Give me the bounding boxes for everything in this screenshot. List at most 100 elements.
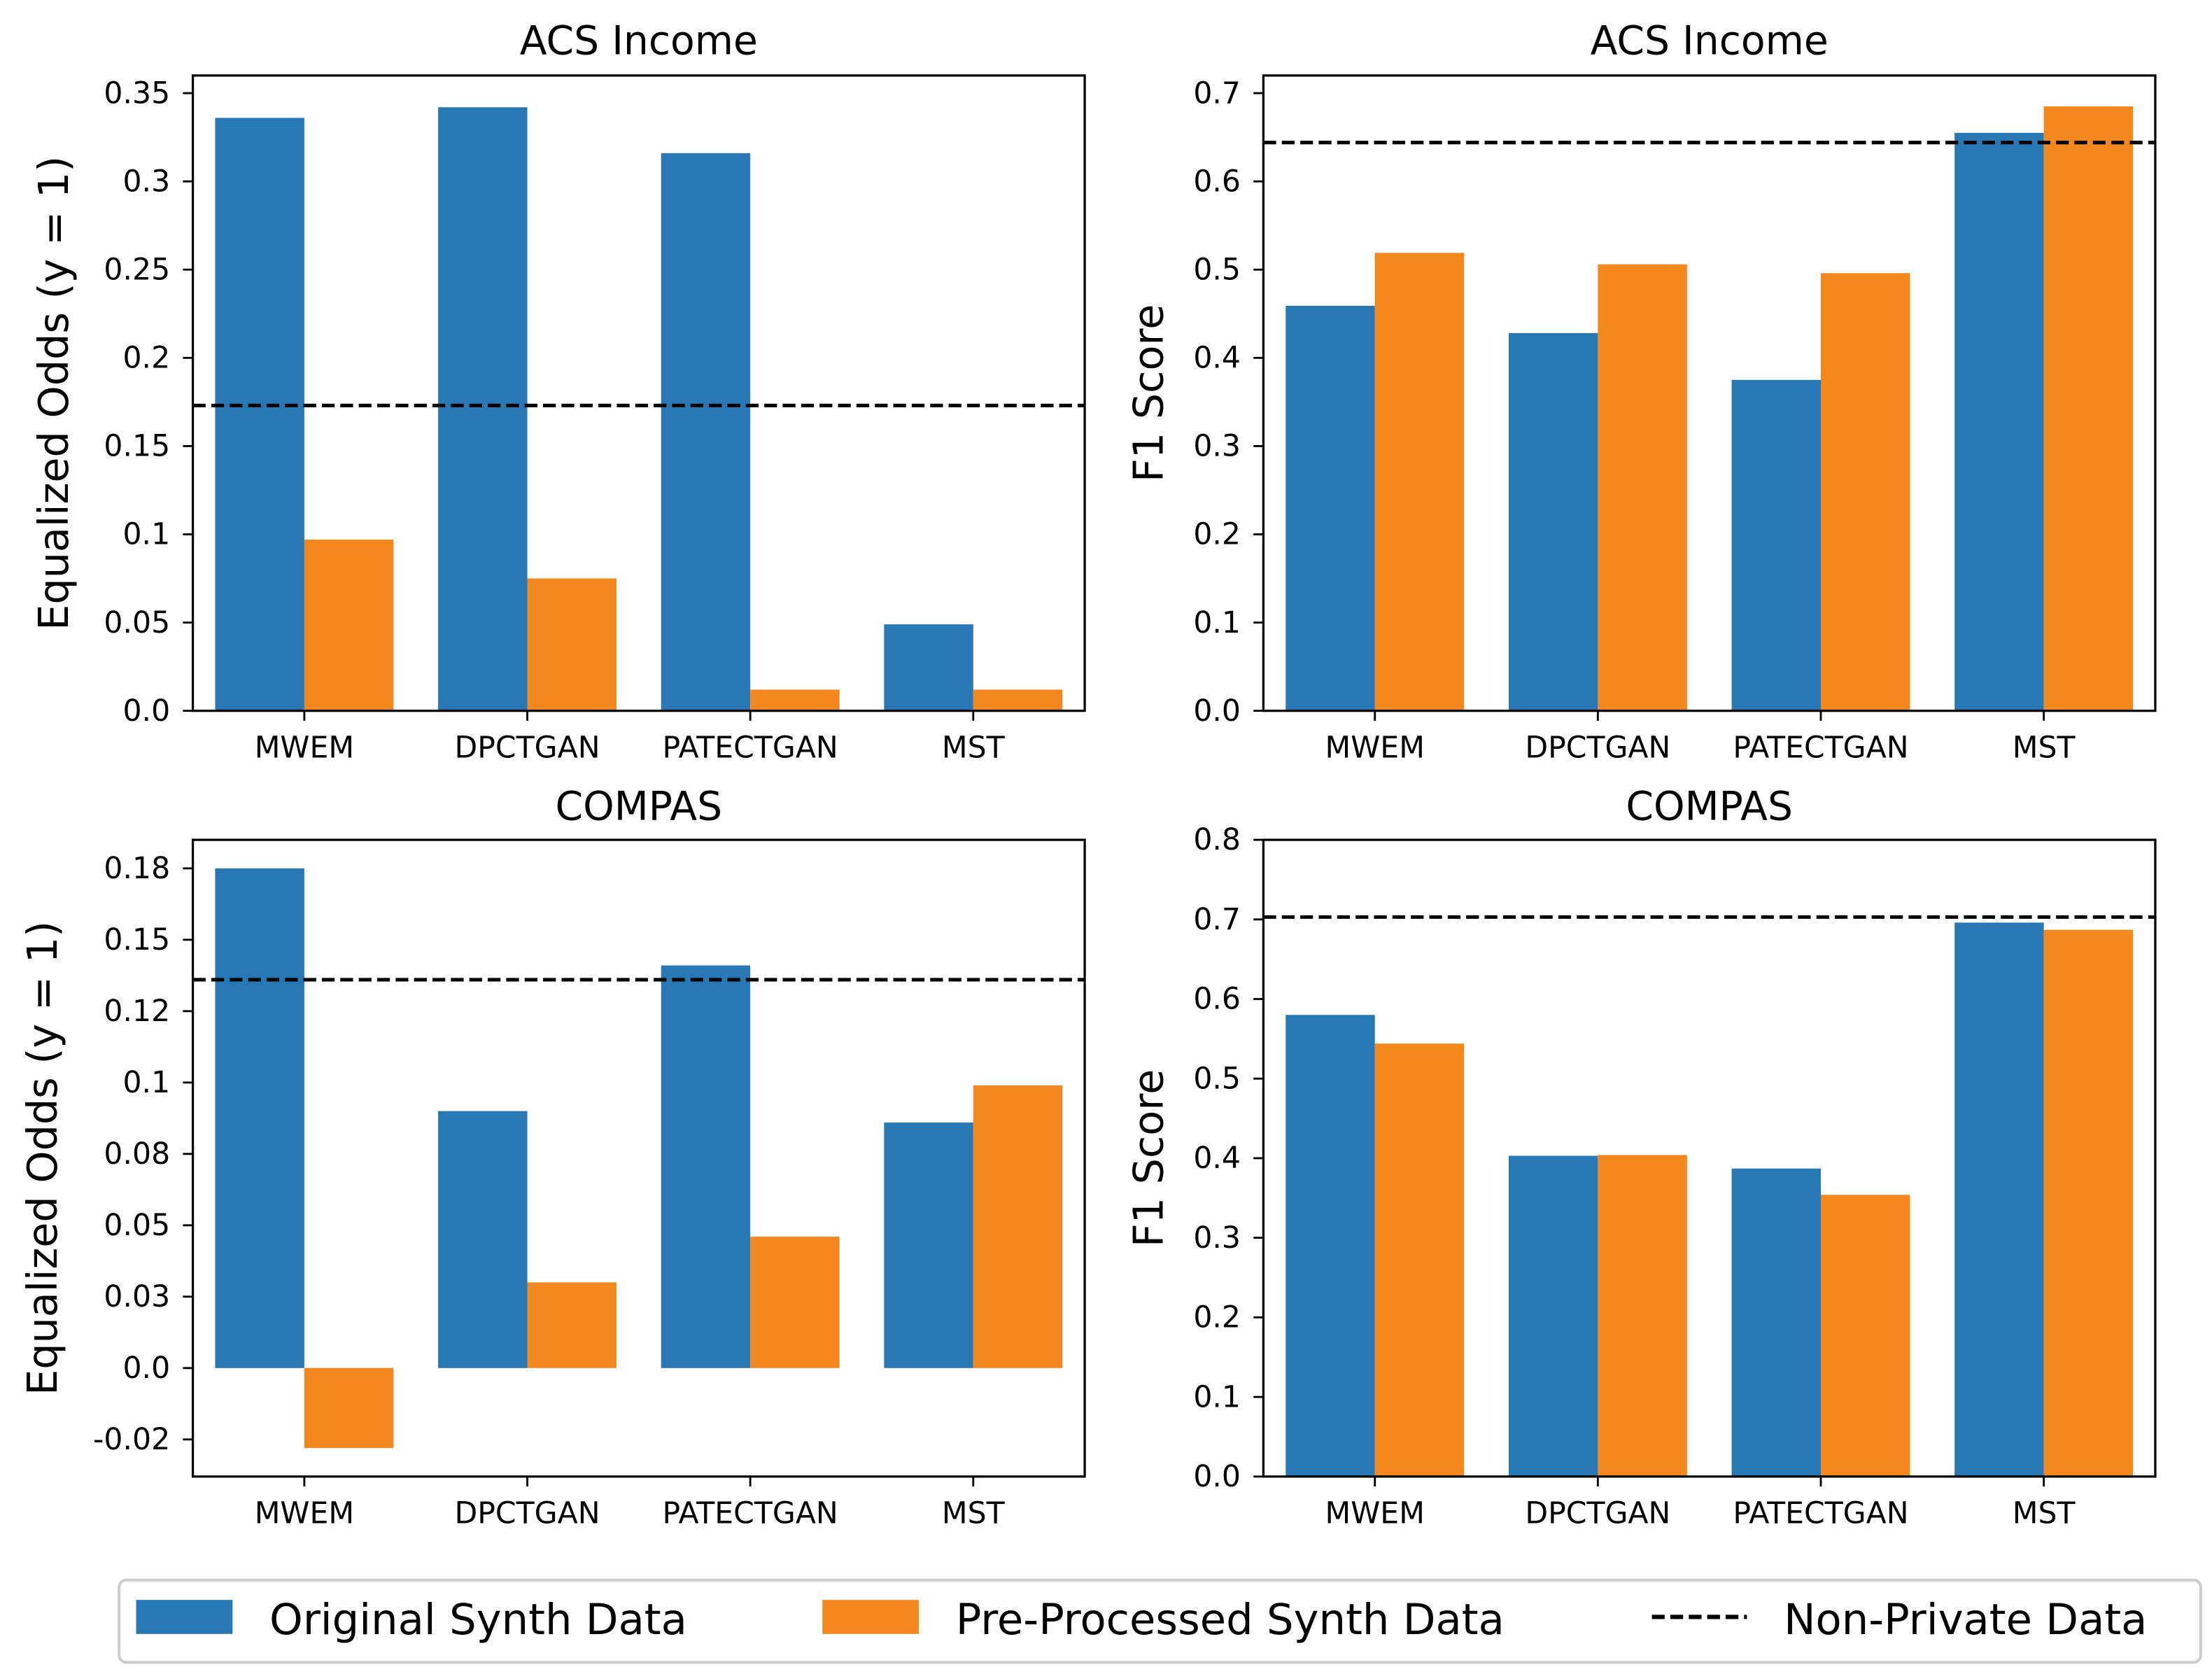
xtick-label-mwem: MWEM [255, 1497, 354, 1531]
ytick-label: 0.3 [122, 164, 170, 199]
bar-preprocessed-mst [973, 1085, 1063, 1368]
ytick-label: 0.3 [1193, 430, 1241, 464]
xtick-label-mst: MST [942, 1497, 1006, 1531]
xtick-label-dpctgan: DPCTGAN [1525, 1497, 1670, 1531]
panel-1: 0.0 0.05 0.1 0.15 0.2 0.25 0.3 0.35 MWEM DPCTGAN P… [29, 17, 1086, 766]
xtick-label-patectgan: PATECTGAN [1733, 1497, 1908, 1531]
xtick-label-patectgan: PATECTGAN [1733, 731, 1908, 766]
legend-label-preprocessed: Pre-Processed Synth Data [956, 1596, 1505, 1645]
bar-preprocessed-patectgan [750, 1237, 840, 1368]
bar-preprocessed-mwem [1374, 1043, 1465, 1477]
bar-original-patectgan [1731, 1168, 1821, 1477]
bar-preprocessed-mst [2043, 106, 2134, 711]
ytick-label: 0.18 [104, 852, 170, 886]
panel-4: 0.0 0.1 0.2 0.3 0.4 0.5 0.6 0.7 0.8 MWEM DPCTGAN PA… [1125, 784, 2157, 1531]
panel-title: COMPAS [1626, 784, 1793, 830]
bar-original-mwem [1285, 305, 1375, 711]
ytick-label: 0.0 [1193, 1460, 1241, 1494]
bar-preprocessed-dpctgan [527, 1282, 617, 1368]
y-axis-label: Equalized Odds (y = 1) [29, 156, 78, 631]
bar-original-mwem [215, 868, 304, 1368]
ytick-label: 0.2 [1193, 518, 1241, 552]
xtick-label-patectgan: PATECTGAN [663, 1497, 838, 1531]
xtick-label-dpctgan: DPCTGAN [455, 731, 600, 766]
ytick-label: 0.6 [1193, 164, 1241, 199]
xtick-label-mwem: MWEM [255, 731, 354, 766]
ytick-label: 0.5 [1193, 253, 1241, 287]
bar-preprocessed-mwem [304, 540, 394, 711]
ytick-label: 0.1 [122, 1066, 170, 1100]
axes-frame [191, 838, 1086, 1478]
ytick-label: 0.0 [122, 694, 170, 729]
ytick-label: 0.6 [1193, 983, 1241, 1017]
legend-frame [118, 1578, 2202, 1664]
ytick-label: 0.8 [1193, 823, 1241, 857]
bar-original-mwem [215, 118, 304, 711]
bar-original-patectgan [1731, 379, 1821, 711]
bar-preprocessed-patectgan [1820, 273, 1910, 711]
xtick-label-patectgan: PATECTGAN [663, 731, 838, 766]
panel-title: COMPAS [556, 784, 723, 830]
legend-patch-original [136, 1600, 233, 1634]
bar-original-dpctgan [438, 107, 528, 711]
bar-preprocessed-patectgan [1820, 1195, 1910, 1477]
ytick-label: -0.02 [93, 1423, 170, 1457]
legend: Original Synth Data Pre-Processed Synth … [118, 1578, 2202, 1664]
ytick-label: 0.2 [1193, 1301, 1241, 1335]
xtick-label-dpctgan: DPCTGAN [1525, 731, 1670, 766]
ytick-label: 0.15 [104, 430, 170, 464]
bar-preprocessed-patectgan [750, 689, 840, 711]
ytick-label: 0.7 [1193, 76, 1241, 111]
legend-patch-preprocessed [822, 1600, 920, 1634]
panel-title: ACS Income [520, 17, 758, 64]
ytick-label: 0.05 [104, 606, 170, 640]
axes-frame [191, 74, 1086, 712]
bar-original-dpctgan [438, 1111, 528, 1368]
bar-preprocessed-dpctgan [527, 578, 617, 711]
legend-label-nonprivate: Non-Private Data [1784, 1596, 2147, 1645]
xtick-label-mwem: MWEM [1325, 1497, 1425, 1531]
bar-original-patectgan [661, 153, 751, 711]
panel-2: 0.0 0.1 0.2 0.3 0.4 0.5 0.6 0.7 MWEM DPCTGAN PATEC… [1125, 17, 2157, 766]
bar-preprocessed-mwem [1374, 253, 1465, 711]
y-axis-label: Equalized Odds (y = 1) [18, 921, 66, 1395]
ytick-label: 0.08 [104, 1137, 170, 1172]
ytick-label: 0.0 [122, 1351, 170, 1386]
y-axis-label: F1 Score [1125, 1069, 1173, 1247]
ytick-label: 0.03 [104, 1280, 170, 1314]
ytick-label: 0.5 [1193, 1062, 1241, 1096]
xtick-label-dpctgan: DPCTGAN [455, 1497, 600, 1531]
bar-original-mwem [1285, 1015, 1375, 1477]
bar-preprocessed-dpctgan [1598, 264, 1687, 711]
bar-preprocessed-mwem [304, 1367, 394, 1449]
bar-preprocessed-mst [2043, 929, 2134, 1477]
bar-original-mst [884, 1122, 973, 1368]
panel-3: -0.02 0.0 0.03 0.05 0.08 0.1 0.12 0.15 0.18 MWEM D… [18, 784, 1086, 1531]
bar-preprocessed-mst [973, 689, 1063, 711]
bar-original-dpctgan [1508, 1155, 1598, 1477]
ytick-label: 0.4 [1193, 342, 1241, 376]
bar-original-mst [884, 624, 973, 711]
bar-original-patectgan [661, 965, 751, 1368]
ytick-label: 0.2 [122, 342, 170, 376]
ytick-label: 0.25 [104, 253, 170, 287]
ytick-label: 0.15 [104, 923, 170, 957]
axes-frame [1262, 74, 2157, 712]
bar-original-mst [1954, 132, 2044, 711]
ytick-label: 0.7 [1193, 903, 1241, 937]
bar-original-dpctgan [1508, 333, 1598, 711]
ytick-label: 0.1 [122, 518, 170, 552]
bar-preprocessed-dpctgan [1598, 1155, 1687, 1477]
ytick-label: 0.0 [1193, 694, 1241, 729]
ytick-label: 0.1 [1193, 606, 1241, 640]
ytick-label: 0.05 [104, 1209, 170, 1243]
ytick-label: 0.4 [1193, 1141, 1241, 1176]
bar-original-mst [1954, 922, 2044, 1477]
ytick-label: 0.12 [104, 994, 170, 1029]
legend-label-original: Original Synth Data [269, 1596, 687, 1645]
ytick-label: 0.1 [1193, 1380, 1241, 1414]
xtick-label-mst: MST [2013, 731, 2076, 766]
ytick-label: 0.3 [1193, 1221, 1241, 1256]
xtick-label-mwem: MWEM [1325, 731, 1425, 766]
